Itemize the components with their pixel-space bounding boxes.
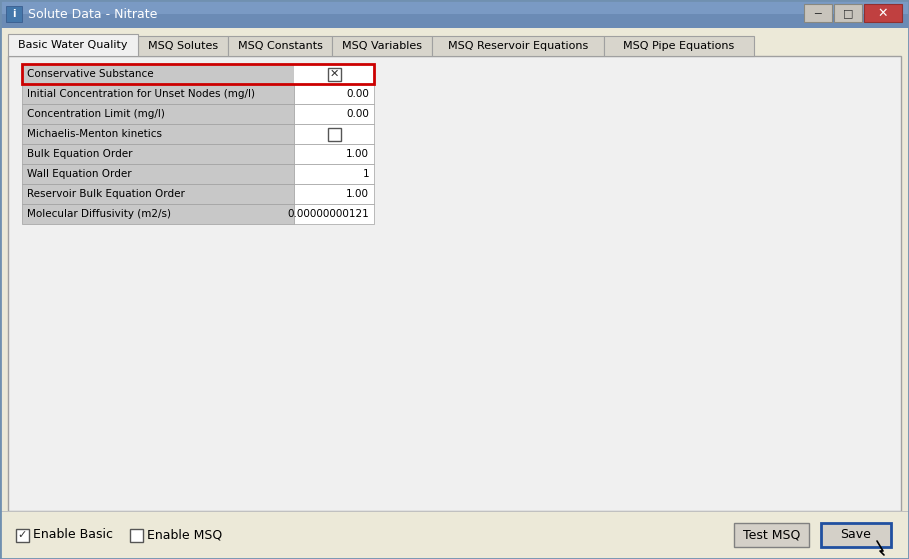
Text: Enable Basic: Enable Basic	[33, 528, 113, 542]
Text: ─: ─	[814, 8, 822, 18]
Bar	[22, 104, 294, 124]
Text: 0.00: 0.00	[346, 109, 369, 119]
Text: Basic Water Quality: Basic Water Quality	[18, 40, 128, 50]
Text: 1: 1	[363, 169, 369, 179]
Bar	[834, 4, 862, 22]
Text: Bulk Equation Order: Bulk Equation Order	[27, 149, 133, 159]
Bar	[294, 164, 374, 184]
Bar	[294, 144, 374, 164]
Text: Reservoir Bulk Equation Order: Reservoir Bulk Equation Order	[27, 189, 185, 199]
Bar	[22, 64, 294, 84]
Bar	[22, 64, 374, 84]
Text: 1.00: 1.00	[346, 189, 369, 199]
Bar	[8, 34, 138, 56]
Text: 0.00: 0.00	[346, 89, 369, 99]
Bar	[6, 6, 22, 22]
Text: Initial Concentration for Unset Nodes (mg/l): Initial Concentration for Unset Nodes (m…	[27, 89, 255, 99]
Bar	[294, 84, 374, 104]
Text: Solute Data - Nitrate: Solute Data - Nitrate	[28, 7, 157, 21]
Text: □: □	[843, 8, 854, 18]
Bar	[734, 523, 809, 547]
Bar	[0, 0, 909, 14]
Text: Conservative Substance: Conservative Substance	[27, 69, 154, 79]
Bar	[0, 0, 909, 28]
Bar	[130, 528, 143, 542]
Bar	[0, 511, 909, 512]
Text: Michaelis-Menton kinetics: Michaelis-Menton kinetics	[27, 129, 162, 139]
Bar	[22, 144, 294, 164]
Bar	[804, 4, 832, 22]
Text: MSQ Constants: MSQ Constants	[237, 41, 323, 51]
Text: MSQ Solutes: MSQ Solutes	[148, 41, 218, 51]
Text: MSQ Variables: MSQ Variables	[342, 41, 422, 51]
Text: 0.00000000121: 0.00000000121	[287, 209, 369, 219]
Text: MSQ Reservoir Equations: MSQ Reservoir Equations	[448, 41, 588, 51]
Text: ✓: ✓	[18, 530, 27, 540]
Bar	[821, 523, 891, 547]
Bar	[8, 56, 901, 511]
Bar	[4, 32, 905, 56]
Text: ✕: ✕	[878, 7, 888, 20]
Bar	[22, 84, 294, 104]
Bar	[0, 512, 909, 559]
Bar	[294, 204, 374, 224]
Bar	[432, 36, 604, 56]
Bar	[138, 36, 228, 56]
Text: Molecular Diffusivity (m2/s): Molecular Diffusivity (m2/s)	[27, 209, 171, 219]
Bar	[604, 36, 754, 56]
Bar	[294, 124, 374, 144]
Bar	[294, 64, 374, 84]
Text: i: i	[12, 9, 15, 19]
Bar	[228, 36, 332, 56]
Bar	[16, 528, 29, 542]
Text: Test MSQ: Test MSQ	[743, 528, 800, 542]
Bar	[327, 127, 341, 140]
Bar	[22, 164, 294, 184]
Bar	[327, 68, 341, 80]
Bar	[22, 124, 294, 144]
Text: ✕: ✕	[329, 69, 339, 79]
Bar	[332, 36, 432, 56]
Text: Concentration Limit (mg/l): Concentration Limit (mg/l)	[27, 109, 165, 119]
Text: MSQ Pipe Equations: MSQ Pipe Equations	[624, 41, 734, 51]
Bar	[294, 104, 374, 124]
Text: Enable MSQ: Enable MSQ	[147, 528, 222, 542]
Bar	[864, 4, 902, 22]
Text: 1.00: 1.00	[346, 149, 369, 159]
Bar	[294, 184, 374, 204]
Bar	[22, 204, 294, 224]
Text: Wall Equation Order: Wall Equation Order	[27, 169, 132, 179]
Bar	[22, 184, 294, 204]
Text: Save: Save	[841, 528, 872, 542]
